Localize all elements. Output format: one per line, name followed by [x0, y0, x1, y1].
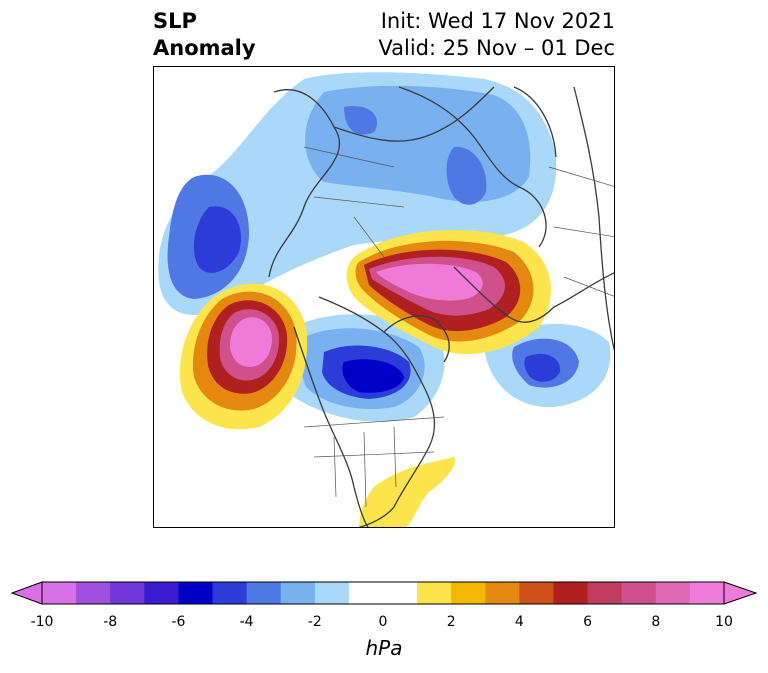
colorbar-tick-label: -8	[103, 614, 118, 630]
anomaly-neg6-arctic-small	[344, 106, 378, 135]
colorbar-bin	[689, 582, 725, 604]
colorbar-tick-label: 2	[446, 614, 456, 630]
colorbar-bin	[348, 582, 384, 604]
coastlines	[268, 86, 614, 527]
colorbar-tick-label: 4	[514, 614, 524, 630]
init-date: Init: Wed 17 Nov 2021	[380, 9, 615, 33]
slp-anomaly-map	[153, 66, 615, 528]
valid-range: Valid: 25 Nov – 01 Dec	[378, 36, 615, 60]
colorbar	[10, 581, 758, 605]
colorbar-bin	[280, 582, 316, 604]
anomaly-neg8-canada	[342, 359, 404, 393]
colorbar-bin	[485, 582, 520, 604]
anomaly-label: Anomaly	[153, 36, 256, 60]
anomaly-neg6-siberia	[446, 146, 487, 205]
colorbar-over-triangle	[723, 581, 758, 605]
anomaly-neg6-atlantic	[524, 353, 561, 382]
colorbar-unit: hPa	[365, 636, 403, 660]
colorbar-bin	[451, 582, 486, 604]
colorbar-bin	[246, 582, 282, 604]
anomaly-pos10-eurasia	[376, 263, 483, 301]
colorbar-tick-label: 0	[378, 614, 388, 630]
colorbar-tick-label: 8	[651, 614, 661, 630]
colorbar-bin	[553, 582, 589, 604]
variable-label: SLP	[153, 9, 197, 33]
map-title: SLP Anomaly	[153, 8, 256, 62]
colorbar-bin	[655, 582, 691, 604]
colorbar-bin	[314, 582, 350, 604]
colorbar-bin	[42, 582, 77, 604]
colorbar-under-triangle	[10, 581, 43, 605]
map-canvas	[158, 72, 614, 527]
colorbar-bin	[144, 582, 179, 604]
anomaly-pos2-se-us	[359, 457, 455, 527]
colorbar-tick-label: -4	[239, 614, 254, 630]
colorbar-bin	[621, 582, 657, 604]
colorbar-bin	[519, 582, 554, 604]
colorbar-tick-label: 6	[583, 614, 593, 630]
map-dates: Init: Wed 17 Nov 2021 Valid: 25 Nov – 01…	[378, 8, 615, 62]
colorbar-bin	[110, 582, 145, 604]
colorbar-bin	[212, 582, 248, 604]
colorbar-bin	[76, 582, 111, 604]
colorbar-border	[41, 581, 725, 605]
colorbar-bin	[417, 582, 452, 604]
colorbar-tick-label: -6	[171, 614, 186, 630]
colorbar-tick-label: -10	[30, 614, 54, 630]
colorbar-tick-label: 10	[715, 614, 733, 630]
colorbar-bin	[587, 582, 623, 604]
anomaly-pos10-pacific	[230, 317, 272, 367]
anomaly-neg6-pacific	[193, 206, 241, 273]
colorbar-bin	[178, 582, 213, 604]
colorbar-tick-label: -2	[307, 614, 322, 630]
borders	[303, 146, 614, 508]
colorbar-bin	[383, 582, 418, 604]
